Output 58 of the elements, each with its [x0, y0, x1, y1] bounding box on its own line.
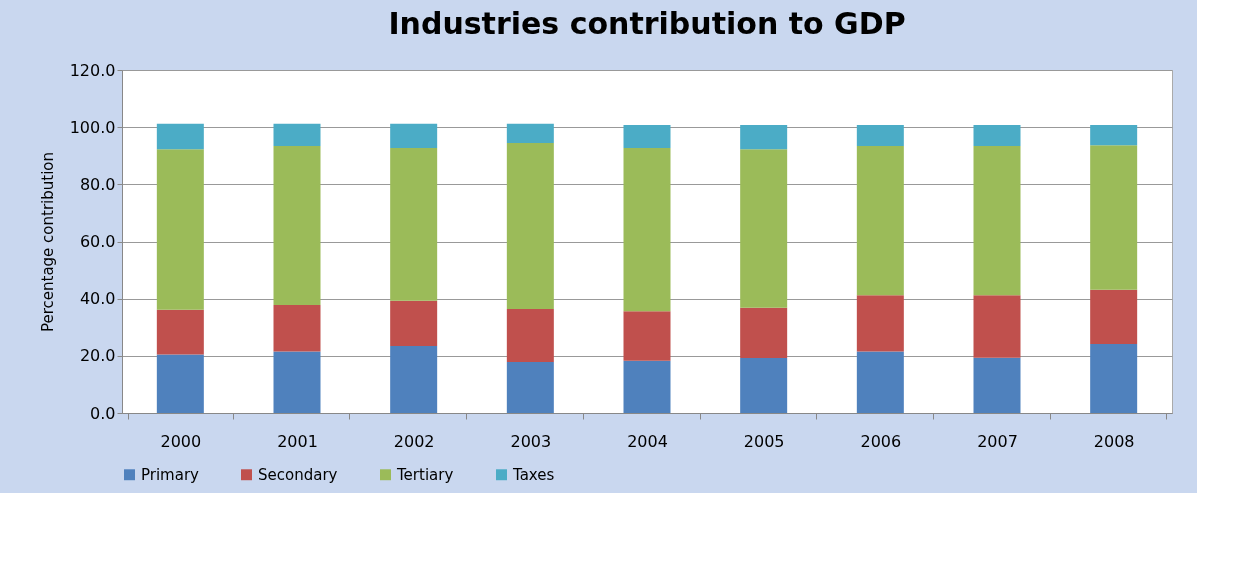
x-tick-label: 2007	[977, 431, 1018, 451]
bar	[156, 354, 204, 413]
bar	[973, 124, 1021, 147]
bar	[740, 149, 788, 308]
x-tick-label: 2000	[160, 431, 202, 451]
bar	[390, 346, 438, 413]
bar	[1090, 124, 1138, 146]
bar	[273, 146, 321, 305]
bar	[390, 148, 438, 301]
bar	[1090, 344, 1138, 413]
bar	[856, 351, 904, 413]
y-tick-label: 120.0	[69, 60, 116, 80]
bar	[973, 146, 1021, 296]
bar	[506, 142, 554, 309]
bar	[623, 360, 671, 413]
bar	[156, 123, 204, 150]
y-tick-label: 80.0	[79, 174, 116, 194]
x-tick-label: 2006	[860, 431, 902, 451]
x-tick-label: 2004	[627, 431, 668, 451]
x-tick-label: 2005	[743, 431, 785, 451]
legend-label: Secondary	[258, 465, 338, 484]
bar	[1090, 289, 1138, 345]
bar	[506, 308, 554, 363]
x-tick-label: 2001	[277, 431, 318, 451]
y-tick-label: 20.0	[79, 346, 116, 366]
x-tick-label: 2003	[510, 431, 552, 451]
bar	[623, 311, 671, 361]
x-tick-label: 2008	[1093, 431, 1135, 451]
y-tick-label: 0.0	[90, 403, 116, 423]
bar	[740, 358, 788, 413]
bar	[273, 304, 321, 352]
chart-title: Industries contribution to GDP	[388, 6, 906, 41]
y-axis-title: Percentage contribution	[38, 151, 57, 333]
bar	[623, 148, 671, 312]
bar	[156, 149, 204, 310]
bar	[506, 123, 554, 143]
x-tick-label: 2002	[393, 431, 435, 451]
legend-label: Tertiary	[396, 465, 454, 484]
bar	[856, 146, 904, 296]
bar	[973, 357, 1021, 413]
bar	[156, 309, 204, 355]
bar	[390, 123, 438, 149]
bar	[740, 307, 788, 359]
legend-label: Taxes	[512, 465, 555, 484]
bar	[973, 295, 1021, 358]
bar	[856, 295, 904, 352]
bar	[390, 300, 438, 347]
y-tick-label: 60.0	[79, 232, 116, 251]
bar	[506, 362, 554, 413]
bar	[740, 124, 788, 150]
y-tick-label: 100.0	[69, 117, 116, 137]
legend-label: Primary	[141, 465, 200, 484]
bar	[1090, 145, 1138, 290]
bar	[273, 351, 321, 413]
bar	[856, 124, 904, 147]
y-tick-label: 40.0	[79, 289, 116, 309]
bar	[273, 123, 321, 147]
bar	[623, 124, 671, 149]
